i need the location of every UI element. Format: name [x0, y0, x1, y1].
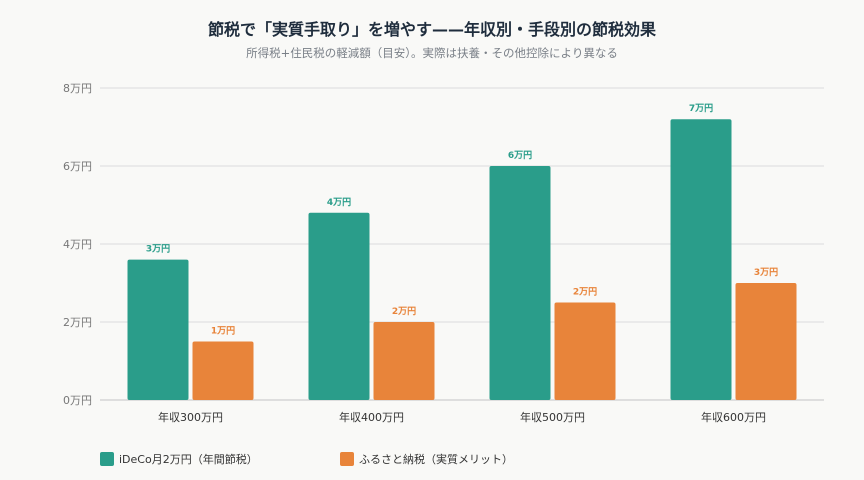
data-label: 6万円: [508, 150, 532, 161]
data-label: 2万円: [392, 306, 416, 317]
y-tick-label: 6万円: [63, 160, 92, 173]
bar-furusato: [735, 283, 797, 400]
y-tick-label: 8万円: [63, 82, 92, 95]
bar-furusato: [373, 322, 435, 400]
y-tick-label: 0万円: [63, 394, 92, 407]
legend-label-ideco: iDeCo月2万円（年間節税）: [119, 453, 258, 466]
data-label: 7万円: [689, 103, 713, 114]
bar-ideco: [127, 259, 189, 400]
legend-label-furusato: ふるさと納税（実質メリット）: [359, 453, 513, 466]
x-tick-label: 年収400万円: [339, 410, 404, 424]
bar-ideco: [670, 119, 732, 400]
bar-furusato: [554, 302, 616, 400]
data-label: 3万円: [146, 244, 170, 255]
y-tick-label: 2万円: [63, 316, 92, 329]
y-tick-label: 4万円: [63, 238, 92, 251]
legend-item-ideco: iDeCo月2万円（年間節税）: [100, 451, 258, 467]
bar-furusato: [192, 341, 254, 400]
legend-item-furusato: ふるさと納税（実質メリット）: [340, 451, 513, 467]
data-label: 4万円: [327, 197, 351, 208]
data-label: 1万円: [211, 326, 235, 337]
chart-title: 節税で「実質手取り」を増やす——年収別・手段別の節税効果: [207, 20, 656, 39]
legend-swatch-ideco: [100, 452, 114, 466]
chart-subtitle: 所得税+住民税の軽減額（目安）。実際は扶養・その他控除により異なる: [246, 46, 618, 60]
x-tick-label: 年収600万円: [701, 410, 766, 424]
x-tick-label: 年収300万円: [158, 410, 223, 424]
bar-ideco: [308, 212, 370, 400]
x-tick-label: 年収500万円: [520, 410, 585, 424]
legend-swatch-furusato: [340, 452, 354, 466]
bar-ideco: [489, 166, 551, 400]
data-label: 2万円: [573, 287, 597, 298]
data-label: 3万円: [754, 267, 778, 278]
